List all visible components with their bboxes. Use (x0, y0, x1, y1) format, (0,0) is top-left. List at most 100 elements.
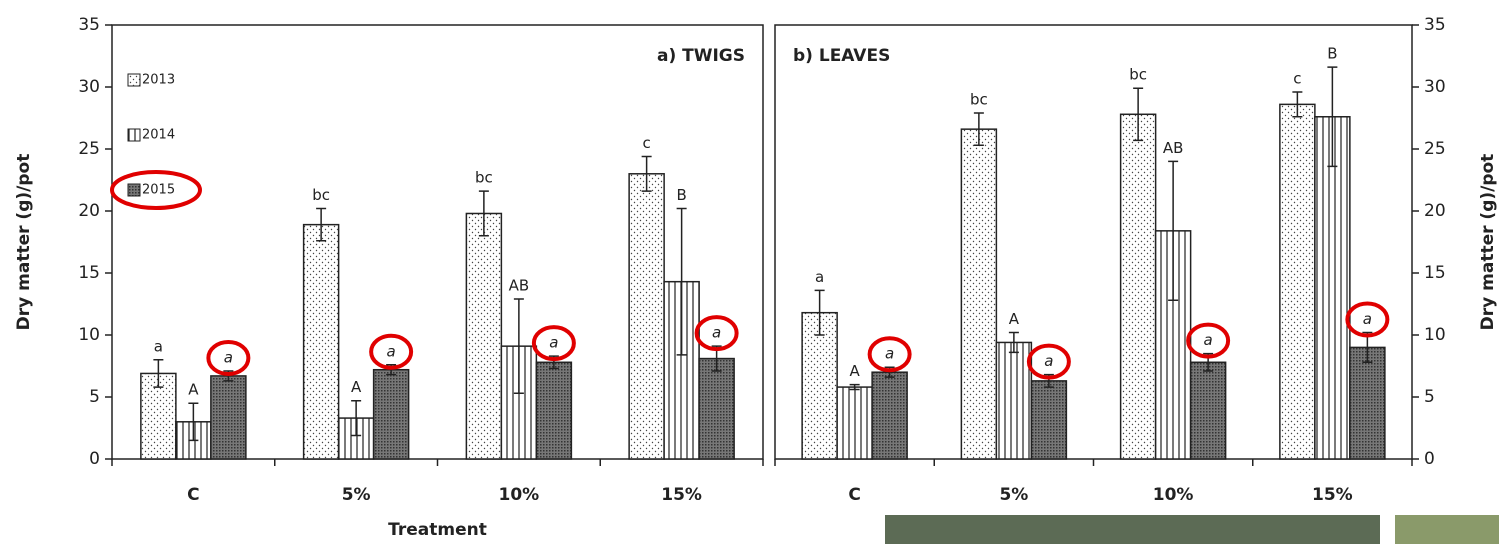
highlight-circle (867, 336, 912, 373)
x-tick-label: C (848, 485, 860, 505)
bar (1119, 113, 1157, 460)
bar (465, 212, 503, 460)
y-tick-label: 0 (1424, 449, 1435, 469)
bar (1314, 116, 1351, 460)
x-tick-label: 5% (342, 485, 371, 505)
y-tick-label: 35 (1424, 15, 1446, 35)
error-bar (1168, 160, 1179, 302)
y-axis-label: Dry matter (g)/pot (14, 154, 34, 331)
x-tick-label: 15% (1312, 485, 1353, 505)
bar (210, 375, 247, 460)
highlight-circle (369, 333, 414, 370)
significance-letter: a (1204, 331, 1213, 349)
significance-letter: c (1293, 69, 1301, 87)
error-bar (513, 298, 524, 395)
highlight-circle (1345, 301, 1390, 338)
bar (1279, 103, 1316, 460)
bar (372, 368, 410, 460)
y-tick-label: 0 (89, 449, 100, 469)
panel-title: a) TWIGS (657, 46, 745, 66)
legend-label: 2013 (142, 73, 175, 88)
legend-label: 2015 (142, 183, 175, 198)
significance-letter: a (154, 337, 163, 355)
highlight-circle (694, 315, 739, 352)
error-bar (1327, 66, 1338, 168)
error-bar (1133, 87, 1144, 142)
error-bar (351, 399, 362, 437)
y-axis-label: Dry matter (g)/pot (1478, 154, 1498, 331)
bar (302, 223, 340, 460)
bar (628, 173, 665, 460)
highlight-circle (1186, 322, 1231, 359)
error-bar (641, 155, 652, 192)
significance-letter: bc (1129, 66, 1147, 84)
significance-letter: bc (312, 186, 330, 204)
error-bar (478, 190, 489, 237)
bar (995, 341, 1033, 460)
x-tick-label: 10% (499, 485, 540, 505)
significance-letter: A (188, 381, 199, 399)
legend-label: 2014 (142, 128, 175, 143)
y-tick-label: 20 (78, 201, 100, 221)
y-tick-label: 5 (89, 387, 100, 407)
significance-letter: B (676, 186, 686, 204)
y-tick-label: 25 (78, 139, 100, 159)
significance-letter: AB (1163, 139, 1184, 157)
bar (801, 311, 838, 460)
y-tick-label: 10 (1424, 325, 1446, 345)
photo (885, 515, 1380, 544)
error-bar (973, 112, 984, 147)
y-tick-label: 15 (78, 263, 100, 283)
significance-letter: a (549, 334, 558, 352)
significance-letter: a (815, 268, 824, 286)
bar (698, 357, 735, 460)
highlight-circle (531, 325, 576, 362)
error-bar (153, 359, 164, 388)
y-tick-label: 35 (78, 15, 100, 35)
panel-title: b) LEAVES (793, 46, 890, 66)
bar (535, 361, 573, 460)
error-bar (814, 289, 825, 336)
highlight-circle (110, 170, 202, 210)
significance-letter: a (885, 345, 894, 363)
y-tick-label: 15 (1424, 263, 1446, 283)
significance-letter: bc (475, 169, 493, 187)
x-tick-label: 10% (1153, 485, 1194, 505)
significance-letter: a (224, 348, 233, 366)
y-tick-label: 30 (1424, 77, 1446, 97)
highlight-circle (1026, 343, 1071, 380)
error-bar (188, 402, 199, 442)
significance-letter: c (643, 134, 651, 152)
bar (1189, 361, 1227, 460)
x-tick-label: C (187, 485, 199, 505)
significance-letter: A (849, 362, 860, 380)
error-bar (316, 207, 327, 242)
x-tick-label: 5% (999, 485, 1028, 505)
highlight-circle (206, 339, 251, 376)
significance-letter: AB (509, 277, 530, 295)
bar (1349, 346, 1386, 460)
x-tick-label: 15% (661, 485, 702, 505)
error-bar (849, 383, 860, 391)
bar (871, 371, 908, 460)
error-bar (1008, 331, 1019, 354)
legend-swatch (127, 128, 141, 142)
error-bar (1292, 91, 1303, 118)
significance-letter: a (712, 324, 721, 342)
significance-letter: a (1363, 310, 1372, 328)
y-tick-label: 5 (1424, 387, 1435, 407)
x-axis-label: Treatment (388, 520, 487, 540)
significance-letter: A (1009, 310, 1020, 328)
significance-letter: a (387, 342, 396, 360)
y-tick-label: 30 (78, 77, 100, 97)
significance-letter: A (351, 378, 362, 396)
error-bar (676, 207, 687, 356)
significance-letter: bc (970, 91, 988, 109)
photo (1395, 515, 1499, 544)
bar (1030, 380, 1068, 460)
bar (836, 386, 873, 460)
legend-swatch (127, 73, 141, 87)
y-tick-label: 10 (78, 325, 100, 345)
significance-letter: a (1044, 352, 1053, 370)
